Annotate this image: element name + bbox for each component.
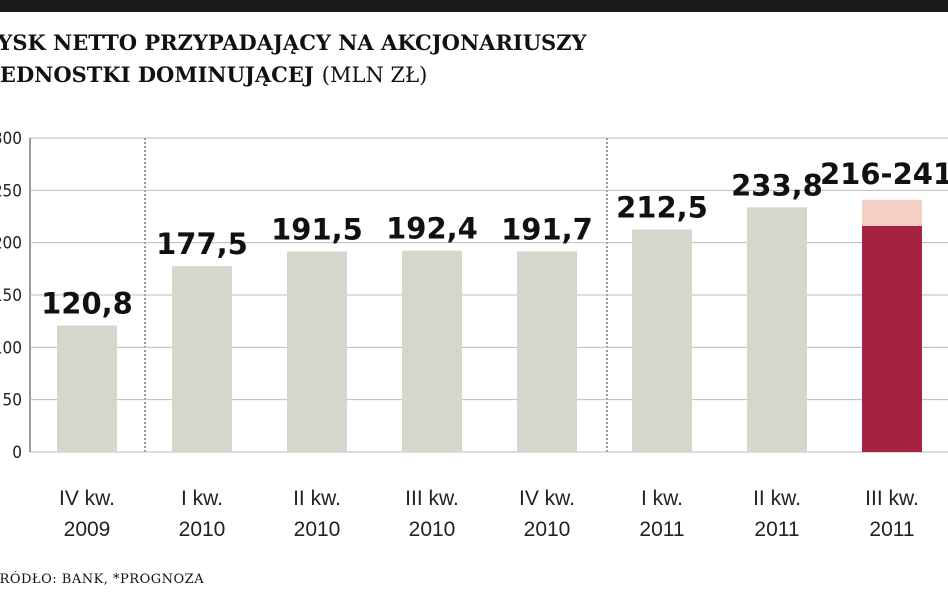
x-tick-label: IV kw. <box>59 487 115 510</box>
value-label: 191,5 <box>271 213 363 247</box>
x-tick-label: 2011 <box>639 518 684 541</box>
source: ŹRÓDŁO: BANK, *PROGNOZA <box>0 570 204 587</box>
y-tick-label: 0 <box>12 443 22 463</box>
x-tick-label: I kw. <box>181 487 223 510</box>
chart-title: ZYSK NETTO PRZYPADAJĄCY NA AKCJONARIUSZY <box>0 30 588 55</box>
x-tick-label: II kw. <box>293 487 341 510</box>
y-tick-label: 150 <box>0 286 22 306</box>
x-tick-label: III kw. <box>405 487 459 510</box>
bar <box>632 229 692 452</box>
value-label: 216-241 <box>820 157 948 191</box>
bar <box>517 251 577 452</box>
value-label: 212,5 <box>616 191 708 225</box>
bar <box>172 266 232 452</box>
bar <box>57 325 117 452</box>
unit: (MLN ZŁ) <box>322 63 428 87</box>
value-label: 177,5 <box>156 227 248 261</box>
x-tick-label: 2010 <box>294 518 341 541</box>
x-tick-label: 2011 <box>869 518 914 541</box>
y-tick-label: 50 <box>3 391 22 411</box>
y-tick-label: 300 <box>0 129 22 149</box>
chart-title: JEDNOSTKI DOMINUJĄCEJ (MLN ZŁ) <box>0 62 427 87</box>
x-tick-label: III kw. <box>865 487 919 510</box>
x-tick-label: 2010 <box>524 518 571 541</box>
value-label: 191,7 <box>501 212 593 246</box>
y-tick-label: 200 <box>0 234 22 254</box>
y-tick-label: 250 <box>0 181 22 201</box>
forecast-low <box>862 225 922 452</box>
value-label: 120,8 <box>41 287 133 321</box>
title-line: JEDNOSTKI DOMINUJĄCEJ <box>0 62 314 87</box>
bar <box>287 251 347 452</box>
x-tick-label: 2011 <box>754 518 799 541</box>
x-tick-label: 2010 <box>409 518 456 541</box>
y-tick-label: 100 <box>0 338 22 358</box>
value-label: 192,4 <box>386 212 478 246</box>
x-tick-label: 2009 <box>64 518 111 541</box>
bar <box>747 207 807 452</box>
x-tick-label: II kw. <box>753 487 801 510</box>
x-tick-label: I kw. <box>641 487 683 510</box>
bar <box>402 250 462 452</box>
x-tick-label: 2010 <box>179 518 226 541</box>
forecast-high <box>862 199 922 226</box>
x-tick-label: IV kw. <box>519 487 575 510</box>
value-label: 233,8 <box>731 168 823 202</box>
top-band <box>0 0 948 12</box>
